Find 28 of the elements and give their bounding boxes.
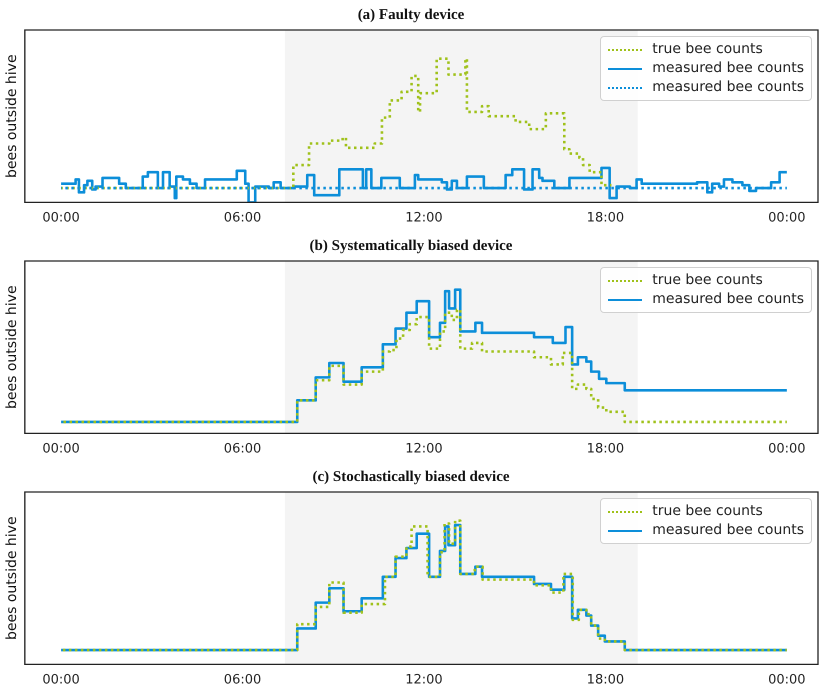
x-tick-label: 00:00 xyxy=(42,210,80,226)
legend-label: true bee counts xyxy=(652,502,763,521)
x-tick-label: 06:00 xyxy=(224,442,262,457)
x-tick-label: 00:00 xyxy=(768,210,806,226)
y-axis-title: bees outside hive xyxy=(4,516,20,640)
chart-title: (c) Stochastically biased device xyxy=(312,468,510,485)
x-tick-label: 00:00 xyxy=(768,672,806,688)
legend-label: true bee counts xyxy=(652,40,763,59)
x-tick-label: 00:00 xyxy=(42,672,80,688)
x-tick-label: 12:00 xyxy=(405,210,443,226)
x-tick-label: 06:00 xyxy=(224,210,262,226)
y-axis-title: bees outside hive xyxy=(4,285,20,409)
x-tick-label: 18:00 xyxy=(586,442,624,457)
legend-label: measured bee counts xyxy=(652,521,804,540)
x-tick-label: 18:00 xyxy=(586,672,624,688)
x-tick-label: 12:00 xyxy=(405,442,443,457)
x-tick-label: 00:00 xyxy=(42,442,80,457)
x-tick-label: 12:00 xyxy=(405,672,443,688)
legend-label: measured bee counts xyxy=(652,78,804,97)
legend-label: true bee counts xyxy=(652,271,763,290)
chart-title: (b) Systematically biased device xyxy=(310,238,513,254)
legend-label: measured bee counts xyxy=(652,59,804,78)
x-tick-label: 06:00 xyxy=(224,672,262,688)
x-tick-label: 18:00 xyxy=(586,210,624,226)
y-axis-title: bees outside hive xyxy=(4,54,20,178)
legend-label: measured bee counts xyxy=(652,290,804,309)
x-tick-label: 00:00 xyxy=(768,442,806,457)
chart-title: (a) Faulty device xyxy=(358,6,465,23)
